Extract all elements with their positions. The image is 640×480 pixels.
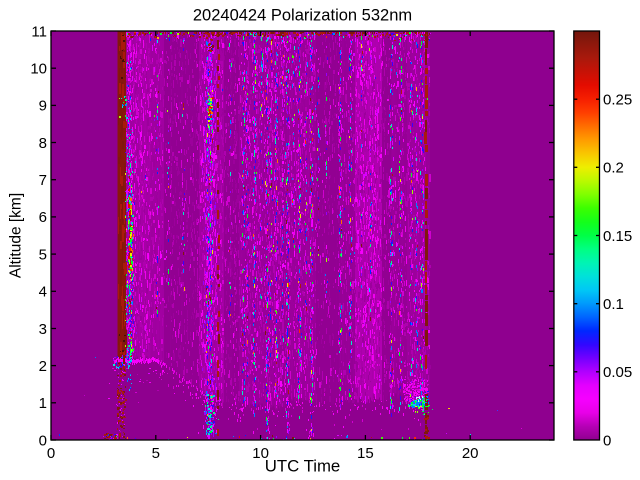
svg-text:0.15: 0.15 [603, 228, 632, 245]
svg-text:0: 0 [603, 432, 611, 449]
svg-text:UTC Time: UTC Time [265, 457, 341, 476]
svg-text:4: 4 [39, 284, 47, 301]
svg-text:15: 15 [357, 445, 374, 462]
svg-text:3: 3 [39, 321, 47, 338]
svg-text:5: 5 [39, 246, 47, 263]
svg-text:9: 9 [39, 98, 47, 115]
svg-text:7: 7 [39, 172, 47, 189]
svg-text:8: 8 [39, 135, 47, 152]
svg-text:0.2: 0.2 [603, 160, 624, 177]
svg-text:10: 10 [30, 61, 47, 78]
svg-text:Altitude [km]: Altitude [km] [8, 193, 25, 278]
svg-text:2: 2 [39, 358, 47, 375]
svg-text:0: 0 [39, 432, 47, 449]
svg-text:10: 10 [252, 445, 269, 462]
svg-text:11: 11 [31, 23, 47, 40]
svg-text:1: 1 [39, 395, 47, 412]
svg-text:0.1: 0.1 [603, 296, 624, 313]
svg-text:20240424 Polarization 532nm: 20240424 Polarization 532nm [193, 7, 412, 25]
svg-text:0.25: 0.25 [603, 92, 632, 109]
svg-text:5: 5 [152, 445, 160, 462]
svg-text:0.05: 0.05 [603, 364, 632, 381]
svg-text:0: 0 [47, 445, 55, 462]
svg-text:20: 20 [462, 445, 479, 462]
svg-text:6: 6 [39, 209, 47, 226]
